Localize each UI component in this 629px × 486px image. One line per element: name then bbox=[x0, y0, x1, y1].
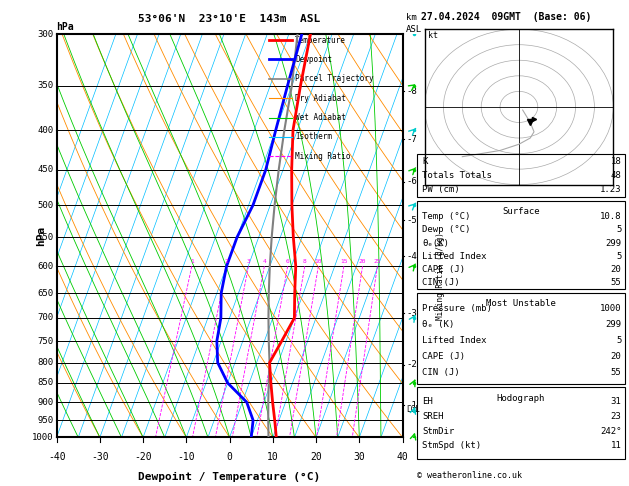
Text: CIN (J): CIN (J) bbox=[422, 368, 460, 377]
Text: -2: -2 bbox=[406, 360, 417, 369]
Text: Parcel Trajectory: Parcel Trajectory bbox=[296, 74, 374, 83]
Text: 5: 5 bbox=[616, 336, 621, 345]
Text: © weatheronline.co.uk: © weatheronline.co.uk bbox=[417, 471, 522, 480]
Text: 20: 20 bbox=[359, 259, 366, 264]
Text: 650: 650 bbox=[37, 289, 53, 297]
Text: Isotherm: Isotherm bbox=[296, 132, 332, 141]
Text: -1: -1 bbox=[406, 400, 417, 410]
Text: StmSpd (kt): StmSpd (kt) bbox=[422, 441, 481, 450]
Text: 27.04.2024  09GMT  (Base: 06): 27.04.2024 09GMT (Base: 06) bbox=[421, 12, 592, 22]
Text: Dewp (°C): Dewp (°C) bbox=[422, 226, 470, 234]
Text: -30: -30 bbox=[91, 451, 109, 462]
Text: PW (cm): PW (cm) bbox=[422, 185, 460, 193]
Text: 350: 350 bbox=[37, 81, 53, 90]
Text: 10: 10 bbox=[314, 259, 322, 264]
Text: Mixing Ratio (g/kg): Mixing Ratio (g/kg) bbox=[436, 232, 445, 320]
Text: 15: 15 bbox=[340, 259, 348, 264]
Text: Lifted Index: Lifted Index bbox=[422, 336, 487, 345]
Text: Wet Adiabat: Wet Adiabat bbox=[296, 113, 346, 122]
Text: -20: -20 bbox=[134, 451, 152, 462]
Text: Dry Adiabat: Dry Adiabat bbox=[296, 94, 346, 103]
Text: 48: 48 bbox=[611, 171, 621, 180]
Text: ASL: ASL bbox=[406, 25, 422, 34]
Text: CAPE (J): CAPE (J) bbox=[422, 352, 465, 361]
Text: 6: 6 bbox=[286, 259, 289, 264]
Text: 800: 800 bbox=[37, 358, 53, 367]
Text: LCL: LCL bbox=[406, 405, 420, 414]
Text: Dewpoint / Temperature (°C): Dewpoint / Temperature (°C) bbox=[138, 472, 321, 482]
Text: Totals Totals: Totals Totals bbox=[422, 171, 492, 180]
Text: Temp (°C): Temp (°C) bbox=[422, 212, 470, 221]
Text: 500: 500 bbox=[37, 201, 53, 209]
Text: 20: 20 bbox=[310, 451, 322, 462]
Text: 242°: 242° bbox=[600, 427, 621, 435]
Text: hPa: hPa bbox=[57, 22, 74, 32]
Text: 750: 750 bbox=[37, 336, 53, 346]
Text: 53°06'N  23°10'E  143m  ASL: 53°06'N 23°10'E 143m ASL bbox=[138, 14, 321, 24]
Text: EH: EH bbox=[422, 398, 433, 406]
Text: 25: 25 bbox=[374, 259, 381, 264]
Text: -10: -10 bbox=[177, 451, 195, 462]
Text: Temperature: Temperature bbox=[296, 35, 346, 45]
Text: Hodograph: Hodograph bbox=[497, 394, 545, 403]
Text: 600: 600 bbox=[37, 262, 53, 271]
Text: Dewpoint: Dewpoint bbox=[296, 55, 332, 64]
Text: 55: 55 bbox=[611, 278, 621, 287]
Text: 40: 40 bbox=[397, 451, 408, 462]
Text: SREH: SREH bbox=[422, 412, 443, 421]
Text: 400: 400 bbox=[37, 126, 53, 135]
Text: 20: 20 bbox=[611, 352, 621, 361]
Text: 4: 4 bbox=[262, 259, 266, 264]
Text: 299: 299 bbox=[605, 320, 621, 329]
Text: -7: -7 bbox=[406, 135, 417, 144]
Text: 3: 3 bbox=[247, 259, 250, 264]
Text: -8: -8 bbox=[406, 87, 417, 96]
Text: -3: -3 bbox=[406, 309, 417, 317]
Text: -6: -6 bbox=[406, 177, 417, 186]
Text: 0: 0 bbox=[226, 451, 233, 462]
Text: hPa: hPa bbox=[36, 226, 46, 246]
Text: 10: 10 bbox=[267, 451, 279, 462]
Text: 850: 850 bbox=[37, 379, 53, 387]
Text: -40: -40 bbox=[48, 451, 65, 462]
Text: CIN (J): CIN (J) bbox=[422, 278, 460, 287]
Text: Pressure (mb): Pressure (mb) bbox=[422, 304, 492, 313]
Text: 2: 2 bbox=[225, 259, 228, 264]
Text: -4: -4 bbox=[406, 252, 417, 260]
Text: θₑ(K): θₑ(K) bbox=[422, 239, 449, 247]
Text: kt: kt bbox=[428, 32, 438, 40]
Text: Most Unstable: Most Unstable bbox=[486, 299, 556, 308]
Text: 300: 300 bbox=[37, 30, 53, 38]
Text: 20: 20 bbox=[611, 265, 621, 274]
Text: km: km bbox=[406, 13, 417, 22]
Text: 23: 23 bbox=[611, 412, 621, 421]
Text: 450: 450 bbox=[37, 165, 53, 174]
Text: K: K bbox=[422, 157, 428, 166]
Text: Surface: Surface bbox=[502, 207, 540, 216]
Text: 18: 18 bbox=[611, 157, 621, 166]
Text: 299: 299 bbox=[605, 239, 621, 247]
Text: 700: 700 bbox=[37, 313, 53, 322]
Text: 30: 30 bbox=[353, 451, 365, 462]
Text: 10.8: 10.8 bbox=[600, 212, 621, 221]
Text: 31: 31 bbox=[611, 398, 621, 406]
Text: 8: 8 bbox=[303, 259, 306, 264]
Text: 55: 55 bbox=[611, 368, 621, 377]
Text: 1000: 1000 bbox=[31, 433, 53, 442]
Text: 11: 11 bbox=[611, 441, 621, 450]
Text: CAPE (J): CAPE (J) bbox=[422, 265, 465, 274]
Text: 5: 5 bbox=[616, 252, 621, 260]
Text: Mixing Ratio: Mixing Ratio bbox=[296, 152, 351, 161]
Text: StmDir: StmDir bbox=[422, 427, 454, 435]
Text: θₑ (K): θₑ (K) bbox=[422, 320, 454, 329]
Text: 900: 900 bbox=[37, 398, 53, 407]
Text: -5: -5 bbox=[406, 216, 417, 225]
Text: 5: 5 bbox=[616, 226, 621, 234]
Text: 1.23: 1.23 bbox=[600, 185, 621, 193]
Text: 1: 1 bbox=[190, 259, 194, 264]
Text: 550: 550 bbox=[37, 233, 53, 242]
Text: Lifted Index: Lifted Index bbox=[422, 252, 487, 260]
Text: 1000: 1000 bbox=[600, 304, 621, 313]
Text: 950: 950 bbox=[37, 416, 53, 425]
